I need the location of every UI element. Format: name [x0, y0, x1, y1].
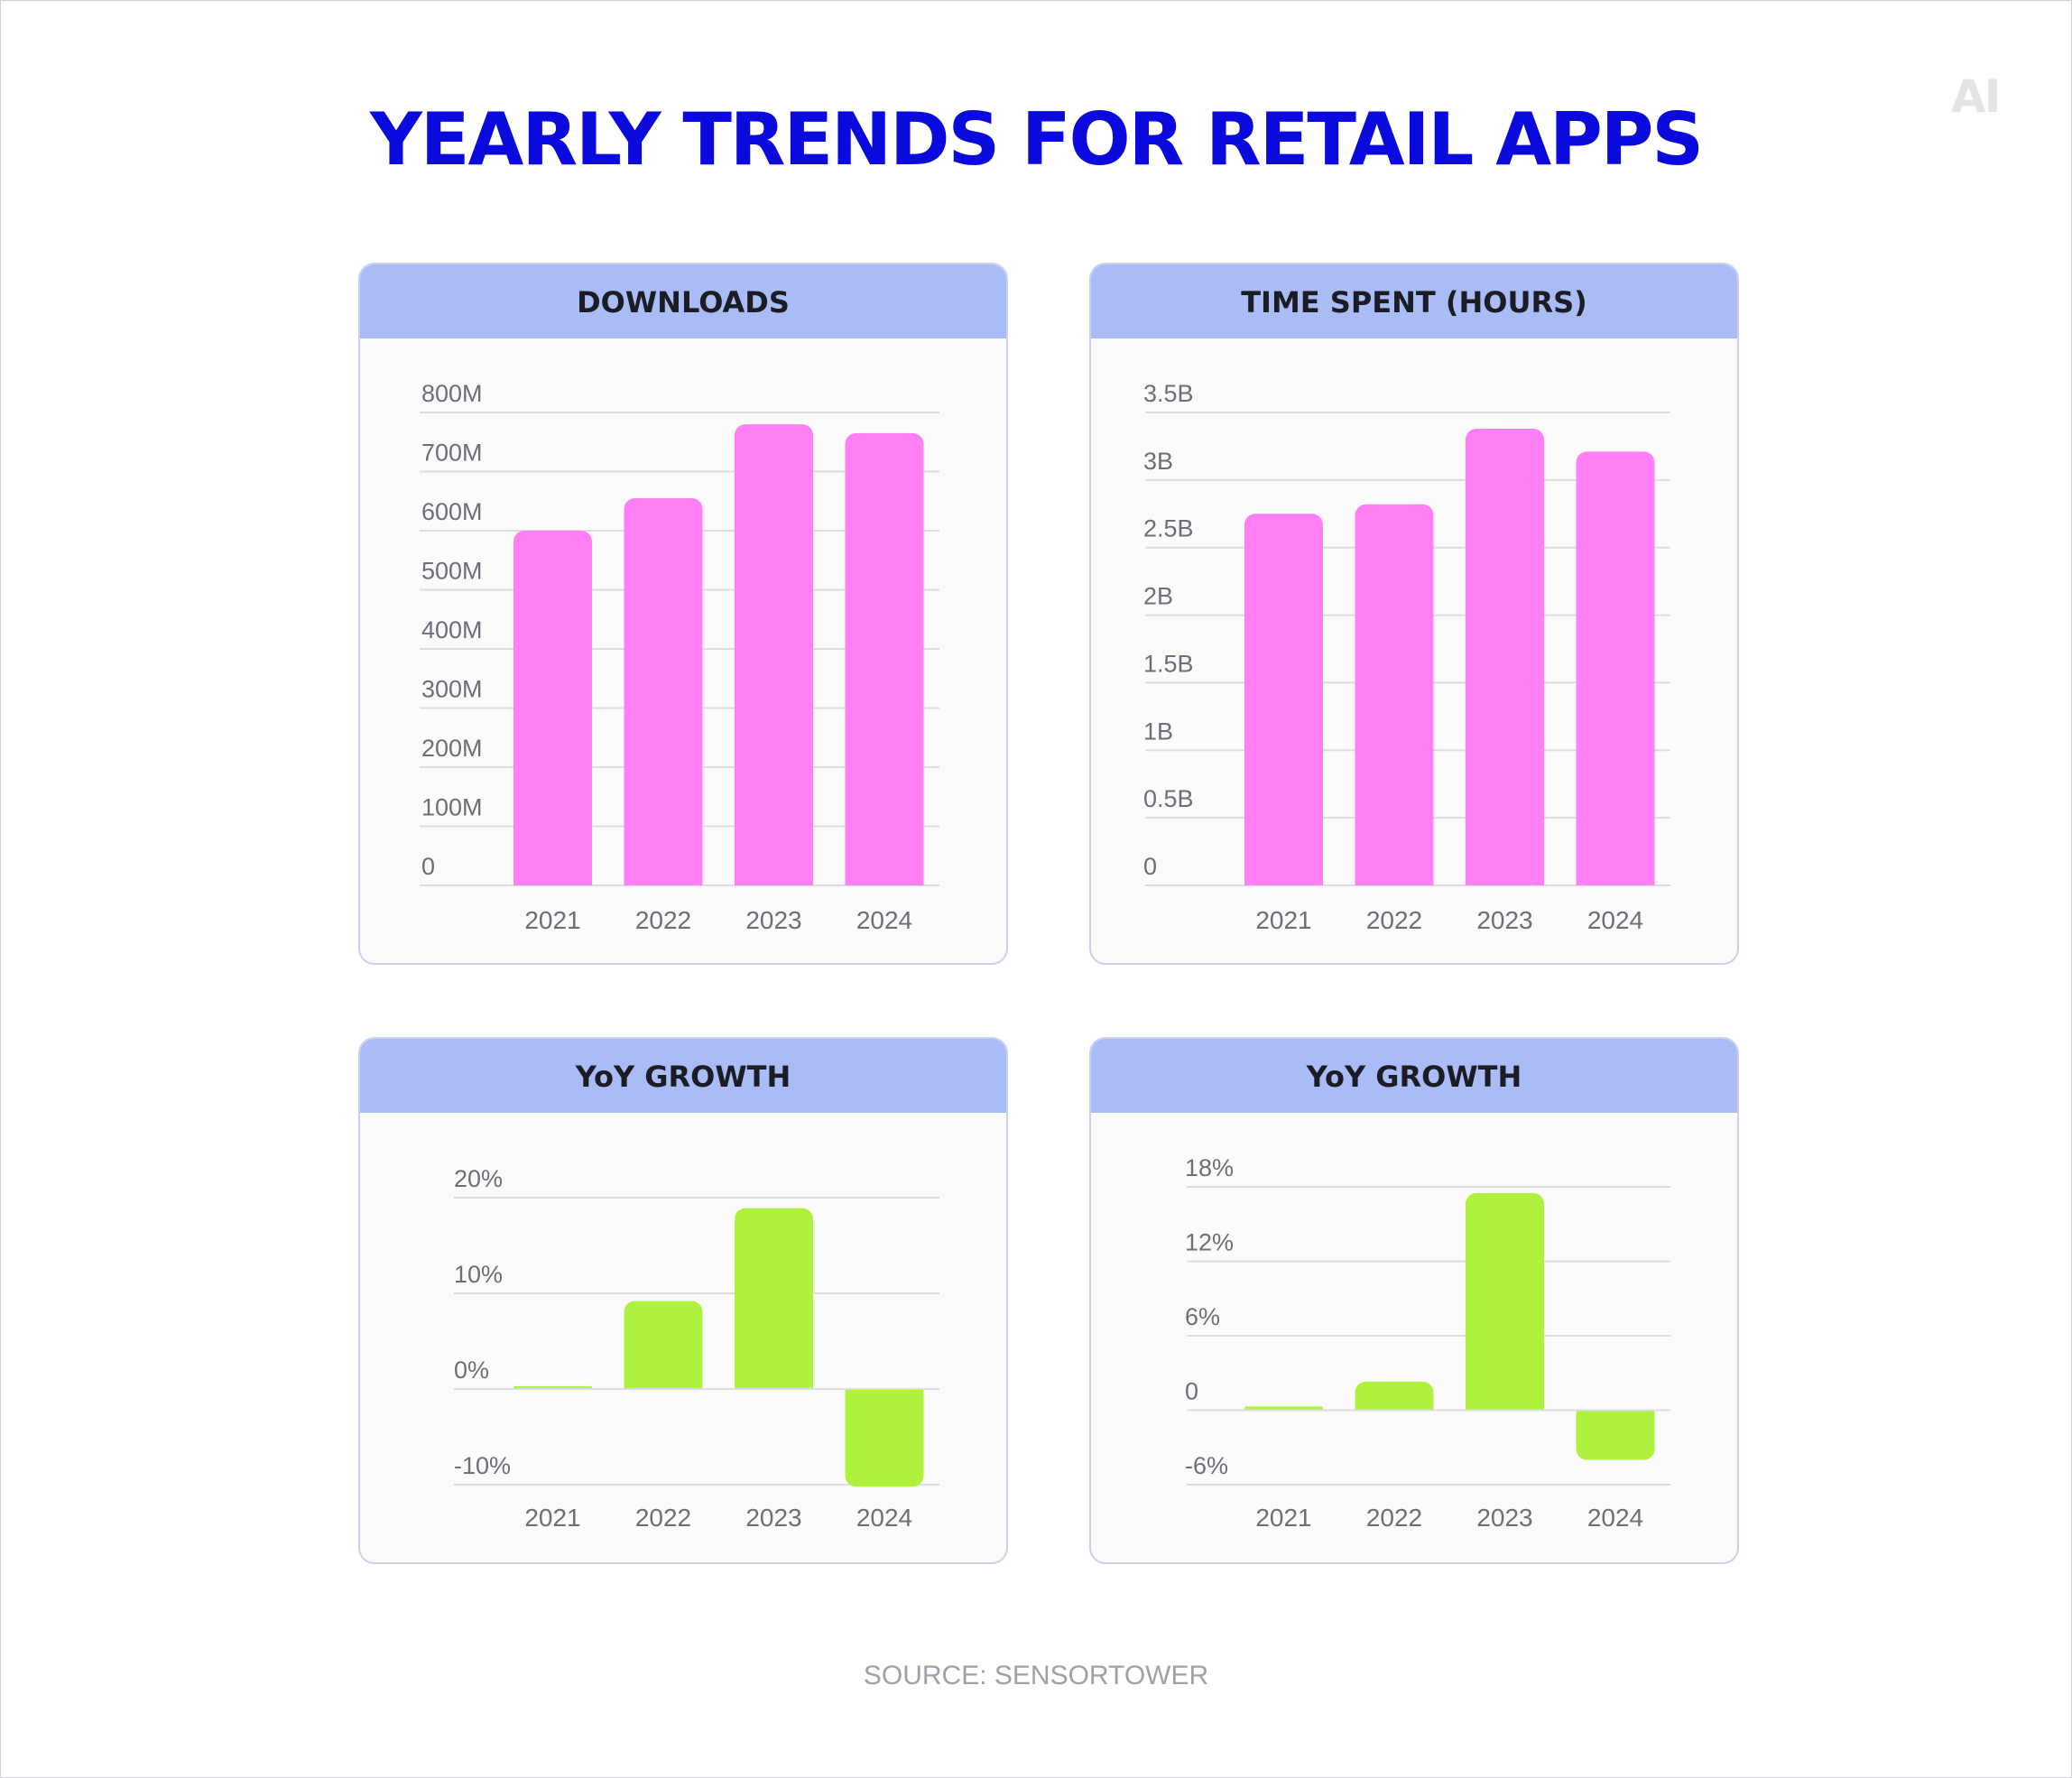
- bar-base: [1576, 875, 1655, 885]
- bar-base: [513, 875, 592, 885]
- downloads-growth-chart: -10% 0% 10% 20% 2021 2022 2023 2024: [454, 1165, 939, 1532]
- x-tick-label: 2022: [635, 906, 691, 934]
- x-tick-label: 2024: [856, 906, 912, 934]
- bar-base: [1466, 875, 1544, 885]
- y-tick-label: 0.5B: [1143, 785, 1194, 812]
- bar: [1576, 451, 1655, 885]
- y-tick-label: 0: [1185, 1378, 1198, 1405]
- downloads-growth-chart-card: YoY GROWTH -10% 0% 10% 20% 2021 2022 2023 2024: [358, 1037, 1008, 1564]
- y-tick-label: 20%: [454, 1165, 503, 1192]
- y-tick-label: -10%: [454, 1452, 511, 1479]
- bar: [513, 531, 592, 885]
- bar: [845, 432, 924, 885]
- bar-base: [845, 1389, 924, 1400]
- y-tick-label: 3B: [1143, 448, 1173, 475]
- time-spent-growth-chart-card: YoY GROWTH -6% 0 6% 12% 18% 2021 2022 2023 2024: [1089, 1037, 1739, 1564]
- y-tick-label: 12%: [1185, 1229, 1234, 1256]
- y-tick-label: 18%: [1185, 1154, 1234, 1181]
- y-tick-label: 100M: [421, 794, 483, 821]
- bar: [845, 1389, 924, 1487]
- bar: [1355, 504, 1434, 885]
- x-tick-label: 2023: [1476, 1504, 1532, 1532]
- bar-base: [1355, 875, 1434, 885]
- x-tick-label: 2024: [856, 1504, 912, 1532]
- bar: [1466, 1192, 1544, 1411]
- x-tick-label: 2022: [1366, 906, 1422, 934]
- bar-base: [1576, 1410, 1655, 1421]
- bar: [1466, 428, 1544, 885]
- x-tick-label: 2023: [1476, 906, 1532, 934]
- time-spent-chart: 0 0.5B 1B 1.5B 2B 2.5B 3B 3.5B 2021 2022 2023 2024: [1143, 380, 1670, 934]
- x-tick-label: 2022: [1366, 1504, 1422, 1532]
- x-tick-label: 2022: [635, 1504, 691, 1532]
- y-tick-label: 0: [1143, 853, 1157, 880]
- bar: [1576, 1410, 1655, 1460]
- y-tick-label: 1B: [1143, 718, 1173, 745]
- x-tick-label: 2021: [524, 906, 580, 934]
- x-tick-label: 2021: [1255, 906, 1311, 934]
- x-tick-label: 2023: [745, 906, 801, 934]
- bar: [1244, 1406, 1323, 1411]
- y-tick-label: -6%: [1185, 1452, 1228, 1479]
- x-tick-label: 2021: [524, 1504, 580, 1532]
- bar-base: [624, 875, 703, 885]
- chart-header: YoY GROWTH: [1091, 1039, 1737, 1113]
- y-tick-label: 2B: [1143, 583, 1173, 610]
- y-tick-label: 200M: [421, 735, 483, 762]
- chart-header: DOWNLOADS: [360, 264, 1006, 338]
- bar: [624, 1301, 703, 1389]
- bar-base: [845, 875, 924, 885]
- bar-base: [1244, 875, 1323, 885]
- bar: [624, 497, 703, 885]
- bar-base: [1466, 1399, 1544, 1411]
- y-tick-label: 300M: [421, 676, 483, 703]
- y-tick-label: 6%: [1185, 1303, 1220, 1330]
- chart-header: YoY GROWTH: [360, 1039, 1006, 1113]
- downloads-chart: 0 100M 200M 300M 400M 500M 600M 700M 800M 2021 202…: [420, 380, 939, 934]
- y-tick-label: 600M: [421, 498, 483, 525]
- x-tick-label: 2024: [1587, 906, 1643, 934]
- bar: [735, 1208, 813, 1389]
- downloads-chart-card: DOWNLOADS 0 100M 200M 300M 400M 500M 600M 700M 8…: [358, 263, 1008, 965]
- y-tick-label: 500M: [421, 558, 483, 585]
- y-tick-label: 1.5B: [1143, 650, 1194, 677]
- bar-base: [624, 1378, 703, 1389]
- x-tick-label: 2021: [1255, 1504, 1311, 1532]
- y-tick-label: 0: [421, 853, 435, 880]
- y-tick-label: 10%: [454, 1261, 503, 1288]
- chart-header: TIME SPENT (HOURS): [1091, 264, 1737, 338]
- time-spent-chart-card: TIME SPENT (HOURS) 0 0.5B 1B 1.5B 2B 2.5B 3B 3.…: [1089, 263, 1739, 965]
- brand-logo: AI: [1951, 70, 2001, 123]
- bar: [1244, 514, 1323, 885]
- bar-base: [735, 875, 813, 885]
- y-tick-label: 0%: [454, 1357, 489, 1384]
- y-tick-label: 3.5B: [1143, 380, 1194, 407]
- page-title: YEARLY TRENDS FOR RETAIL APPS: [369, 97, 1704, 181]
- x-tick-label: 2023: [745, 1504, 801, 1532]
- source-note: SOURCE: SENSORTOWER: [863, 1661, 1209, 1690]
- x-tick-label: 2024: [1587, 1504, 1643, 1532]
- y-tick-label: 2.5B: [1143, 515, 1194, 542]
- y-tick-label: 400M: [421, 616, 483, 644]
- bar: [735, 424, 813, 885]
- y-tick-label: 700M: [421, 440, 483, 467]
- time-spent-growth-chart: -6% 0 6% 12% 18% 2021 2022 2023 2024: [1185, 1154, 1670, 1532]
- bar-base: [735, 1378, 813, 1389]
- y-tick-label: 800M: [421, 380, 483, 407]
- bar-base: [1355, 1399, 1434, 1411]
